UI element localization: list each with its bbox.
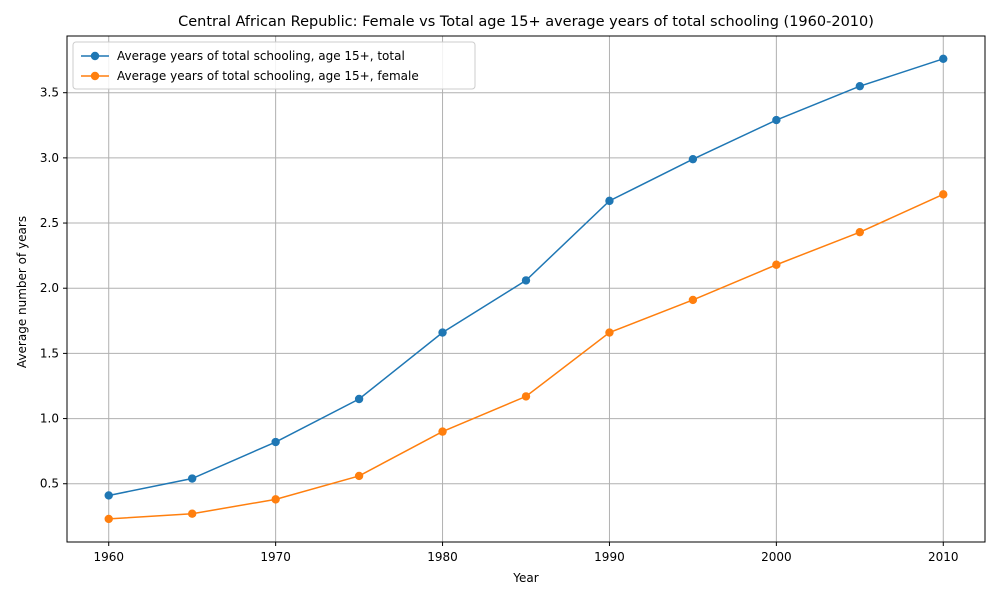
legend-item: Average years of total schooling, age 15…	[81, 69, 419, 83]
data-point	[939, 190, 948, 199]
legend-box	[72, 41, 476, 90]
y-axis-label: Average number of years	[15, 216, 29, 368]
plot-frame	[66, 35, 986, 543]
grid	[67, 36, 985, 542]
legend-item: Average years of total schooling, age 15…	[81, 49, 405, 63]
data-point	[187, 474, 197, 483]
data-point	[354, 394, 364, 404]
data-point	[855, 81, 865, 91]
data-point	[438, 427, 447, 436]
data-point	[521, 392, 531, 401]
data-point	[521, 276, 531, 285]
y-tick-label: 3.5	[40, 86, 59, 100]
series-female	[104, 190, 948, 524]
data-point	[772, 115, 781, 125]
data-point	[688, 154, 698, 164]
y-tick-label: 2.0	[40, 281, 59, 295]
y-tick-label: 2.5	[40, 216, 59, 230]
legend-swatch-marker	[90, 51, 100, 61]
data-point	[688, 295, 698, 305]
x-tick-label: 1990	[594, 550, 625, 564]
data-point	[939, 54, 948, 64]
data-point	[271, 495, 280, 504]
data-point	[354, 471, 364, 481]
series-layer	[104, 54, 948, 524]
y-tick-label: 1.5	[40, 346, 59, 360]
x-tick-label: 1980	[427, 550, 458, 564]
data-point	[104, 514, 113, 524]
data-point	[772, 260, 781, 269]
legend-label: Average years of total schooling, age 15…	[117, 49, 405, 63]
x-tick-label: 2000	[761, 550, 792, 564]
data-point	[605, 196, 614, 206]
legend-swatch-marker	[90, 71, 100, 81]
x-tick-label: 2010	[928, 550, 959, 564]
y-tick-label: 3.0	[40, 151, 59, 165]
data-point	[271, 437, 280, 447]
chart-title: Central African Republic: Female vs Tota…	[178, 14, 874, 30]
data-point	[438, 328, 447, 337]
data-point	[605, 328, 614, 337]
data-point	[104, 491, 113, 500]
series-total	[104, 54, 948, 500]
x-axis-label: Year	[512, 571, 538, 585]
data-point	[855, 227, 865, 237]
x-tick-label: 1960	[93, 550, 124, 564]
data-point	[187, 509, 197, 518]
x-tick-label: 1970	[260, 550, 291, 564]
axis-ticks: 1960 1970 1980 1990 2000 2010 0.5 1.0 1.5 2.0 2.5 3…	[40, 86, 959, 564]
legend-label: Average years of total schooling, age 15…	[117, 69, 419, 83]
y-tick-label: 1.0	[40, 412, 59, 426]
legend: Average years of total schooling, age 15…	[72, 41, 476, 90]
y-tick-label: 0.5	[40, 477, 59, 491]
